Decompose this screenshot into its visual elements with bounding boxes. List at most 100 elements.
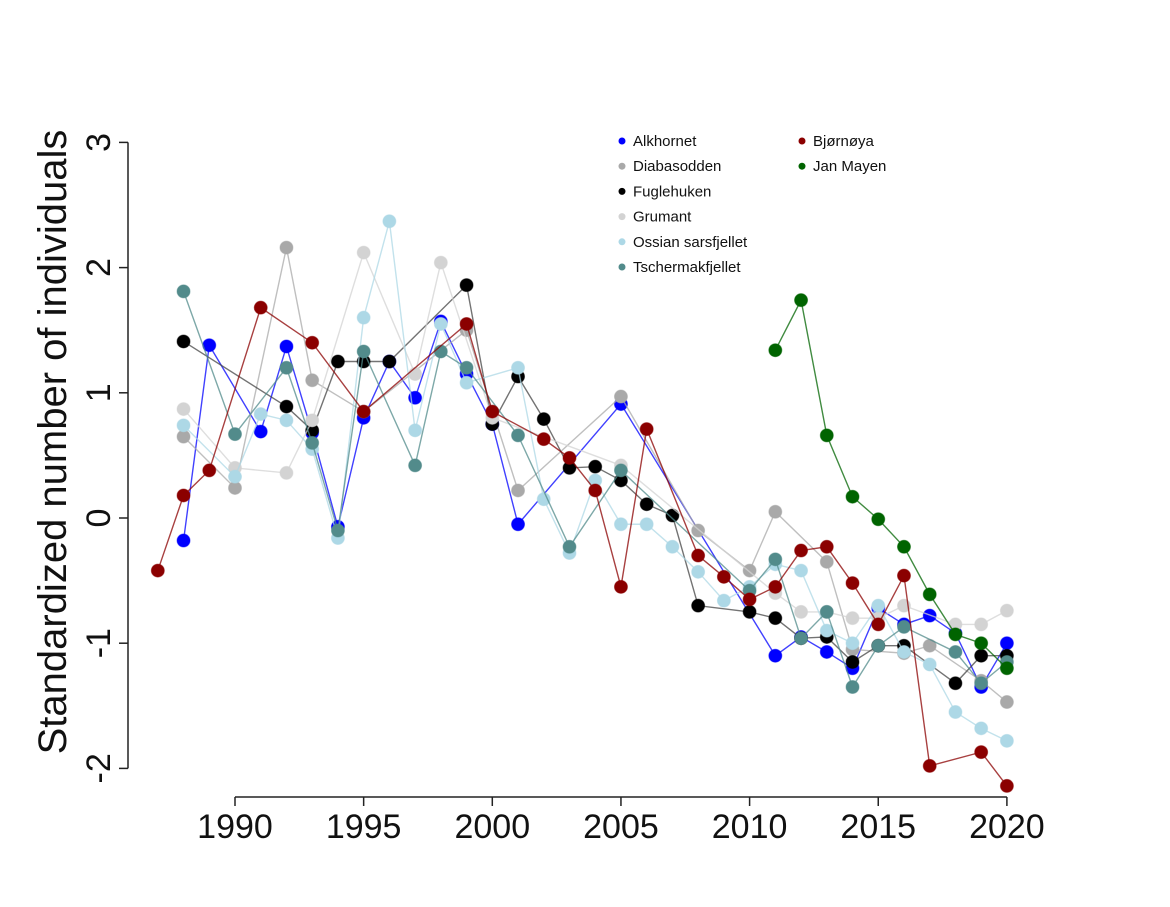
data-point	[768, 611, 783, 626]
data-point	[922, 758, 937, 773]
data-point	[768, 504, 783, 519]
data-point	[845, 680, 860, 695]
data-point	[871, 617, 886, 632]
data-point	[511, 517, 526, 532]
legend-marker	[618, 238, 626, 246]
legend-item: Grumant	[618, 209, 692, 226]
data-point	[871, 598, 886, 613]
legend-item: Fuglehuken	[618, 183, 711, 200]
y-axis-label: Standardized number of individuals	[31, 130, 75, 755]
legend-label: Jan Mayen	[813, 158, 886, 175]
data-point	[279, 240, 294, 255]
data-point	[845, 611, 860, 626]
data-point	[485, 404, 500, 419]
legend-label: Alkhornet	[633, 133, 697, 150]
data-point	[896, 644, 911, 659]
y-tick-label: 3	[80, 133, 118, 152]
data-point	[588, 459, 603, 474]
x-tick-label: 2000	[454, 808, 530, 846]
data-point	[794, 563, 809, 578]
data-point	[228, 469, 242, 484]
data-point	[511, 428, 526, 443]
data-point	[176, 402, 191, 417]
data-point	[819, 554, 834, 569]
data-point	[279, 413, 294, 428]
data-point	[588, 483, 603, 498]
y-tick-label: 2	[80, 258, 118, 277]
x-tick-label: 1995	[326, 808, 402, 846]
y-tick-label: -2	[80, 753, 118, 783]
data-point	[896, 619, 911, 634]
y-tick-label: 1	[80, 383, 118, 402]
data-point	[716, 593, 731, 608]
x-tick-label: 1990	[197, 808, 273, 846]
data-point	[176, 284, 191, 299]
data-point	[253, 407, 268, 422]
legend-label: Diabasodden	[633, 158, 721, 175]
data-point	[974, 617, 989, 632]
data-point	[819, 428, 834, 443]
data-point	[408, 458, 423, 473]
legend-item: Alkhornet	[618, 133, 697, 150]
data-point	[459, 360, 474, 375]
x-tick-label: 2015	[840, 808, 916, 846]
data-point	[202, 463, 217, 478]
data-point	[999, 636, 1014, 651]
data-point	[845, 654, 860, 669]
data-point	[871, 512, 886, 527]
data-point	[279, 399, 294, 414]
data-point	[768, 552, 783, 567]
data-point	[948, 676, 963, 691]
data-point	[408, 423, 423, 438]
data-point	[176, 418, 191, 433]
data-point	[433, 316, 448, 331]
legend-marker	[618, 263, 626, 271]
data-point	[716, 569, 731, 584]
data-point	[330, 354, 345, 369]
y-tick-label: -1	[80, 628, 118, 658]
data-point	[613, 517, 628, 532]
data-point	[768, 343, 783, 358]
legend-label: Ossian sarsfjellet	[633, 234, 748, 251]
data-point	[948, 627, 963, 642]
data-point	[382, 354, 397, 369]
series-ossian-sarsfjellet	[176, 214, 1014, 748]
data-point	[279, 360, 294, 375]
data-point	[408, 367, 423, 382]
legend-marker	[618, 162, 626, 170]
legend-marker	[798, 162, 806, 170]
data-point	[974, 676, 989, 691]
data-point	[691, 564, 706, 579]
data-point	[536, 432, 551, 447]
x-tick-label: 2005	[583, 808, 659, 846]
data-point	[922, 587, 937, 602]
data-point	[613, 389, 628, 404]
data-point	[150, 563, 165, 578]
series-alkhornet	[176, 314, 1014, 695]
data-point	[922, 657, 937, 672]
data-point	[794, 293, 809, 308]
data-point	[974, 721, 989, 736]
data-point	[279, 465, 294, 480]
data-point	[562, 539, 577, 554]
data-point	[176, 533, 191, 548]
data-point	[768, 579, 783, 594]
data-point	[382, 214, 397, 229]
legend-item: Ossian sarsfjellet	[618, 234, 748, 251]
data-point	[742, 604, 757, 619]
series-jan-mayen	[768, 293, 1014, 676]
data-point	[665, 539, 680, 554]
data-point	[768, 648, 783, 663]
series-line	[182, 291, 1008, 689]
legend-label: Grumant	[633, 209, 692, 226]
data-point	[459, 316, 474, 331]
legend-label: Bjørnøya	[813, 133, 875, 150]
data-point	[613, 579, 628, 594]
y-tick-label: 0	[80, 509, 118, 528]
legend-marker	[798, 137, 806, 145]
data-point	[536, 492, 551, 507]
data-point	[305, 373, 320, 388]
data-point	[279, 339, 294, 354]
series-bj-rn-ya	[150, 300, 1014, 793]
data-point	[819, 539, 834, 554]
